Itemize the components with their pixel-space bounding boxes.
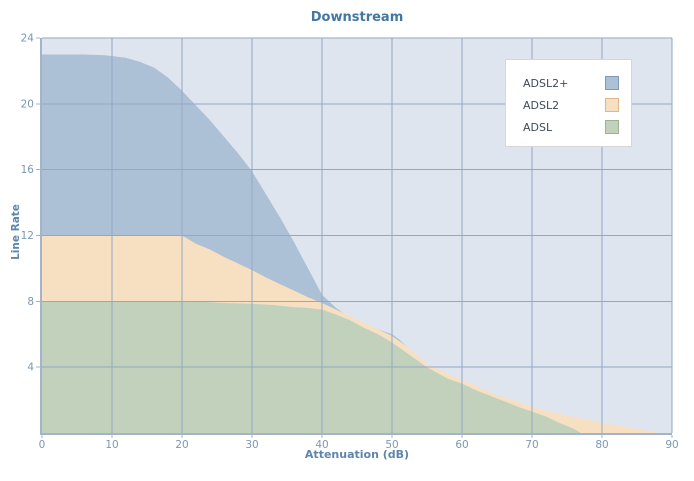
x-tick-label: 40 — [315, 439, 328, 451]
legend: ADSL2+ ADSL2 ADSL — [505, 59, 632, 147]
y-tick-label: 12 — [21, 230, 34, 242]
x-tick-label: 0 — [39, 439, 46, 451]
y-tick-label: 4 — [27, 362, 34, 374]
x-tick-label: 50 — [385, 439, 398, 451]
y-tick-label: 24 — [21, 33, 35, 45]
legend-label-adsl: ADSL — [523, 120, 553, 134]
legend-item-adsl: ADSL — [523, 116, 619, 138]
chart-title: Downstream — [310, 10, 404, 25]
x-tick-label: 10 — [105, 439, 118, 451]
legend-swatch-adsl2plus — [605, 76, 619, 90]
x-tick-label: 70 — [525, 439, 538, 451]
x-tick-label: 80 — [595, 439, 608, 451]
x-tick-label: 30 — [245, 439, 258, 451]
legend-item-adsl2: ADSL2 — [523, 94, 619, 116]
y-tick-label: 16 — [21, 164, 35, 176]
legend-label-adsl2: ADSL2 — [523, 98, 560, 112]
y-tick-label: 8 — [27, 296, 34, 308]
legend-label-adsl2plus: ADSL2+ — [523, 76, 569, 90]
y-tick-label: 20 — [21, 98, 34, 110]
x-tick-label: 60 — [455, 439, 468, 451]
x-axis-label: Attenuation (dB) — [304, 448, 410, 461]
y-axis-label: Line Rate — [10, 204, 22, 260]
legend-swatch-adsl2 — [605, 98, 619, 112]
x-tick-label: 90 — [665, 439, 678, 451]
legend-swatch-adsl — [605, 120, 619, 134]
legend-item-adsl2plus: ADSL2+ — [523, 72, 619, 94]
x-tick-label: 20 — [175, 439, 188, 451]
